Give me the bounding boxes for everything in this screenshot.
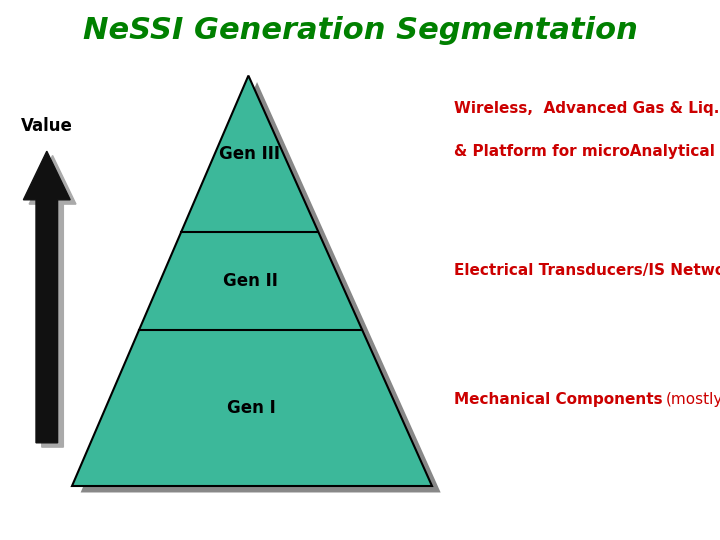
Text: Electrical Transducers/IS Network: Electrical Transducers/IS Network — [454, 262, 720, 278]
Text: NeSSI Generation Segmentation: NeSSI Generation Segmentation — [83, 16, 637, 45]
Text: Mechanical Components: Mechanical Components — [454, 392, 667, 407]
Text: Gen I: Gen I — [227, 399, 276, 417]
Text: Gen II: Gen II — [222, 272, 278, 290]
Text: Gen III: Gen III — [219, 145, 279, 163]
Text: Wireless,  Advanced Gas & Liq.  Sensors: Wireless, Advanced Gas & Liq. Sensors — [454, 100, 720, 116]
Polygon shape — [81, 82, 441, 492]
FancyArrow shape — [30, 156, 76, 447]
Text: Value: Value — [21, 117, 73, 135]
FancyArrow shape — [23, 151, 71, 443]
Text: (mostly): (mostly) — [666, 392, 720, 407]
Polygon shape — [72, 76, 432, 486]
Text: & Platform for microAnalytical: & Platform for microAnalytical — [454, 144, 714, 159]
